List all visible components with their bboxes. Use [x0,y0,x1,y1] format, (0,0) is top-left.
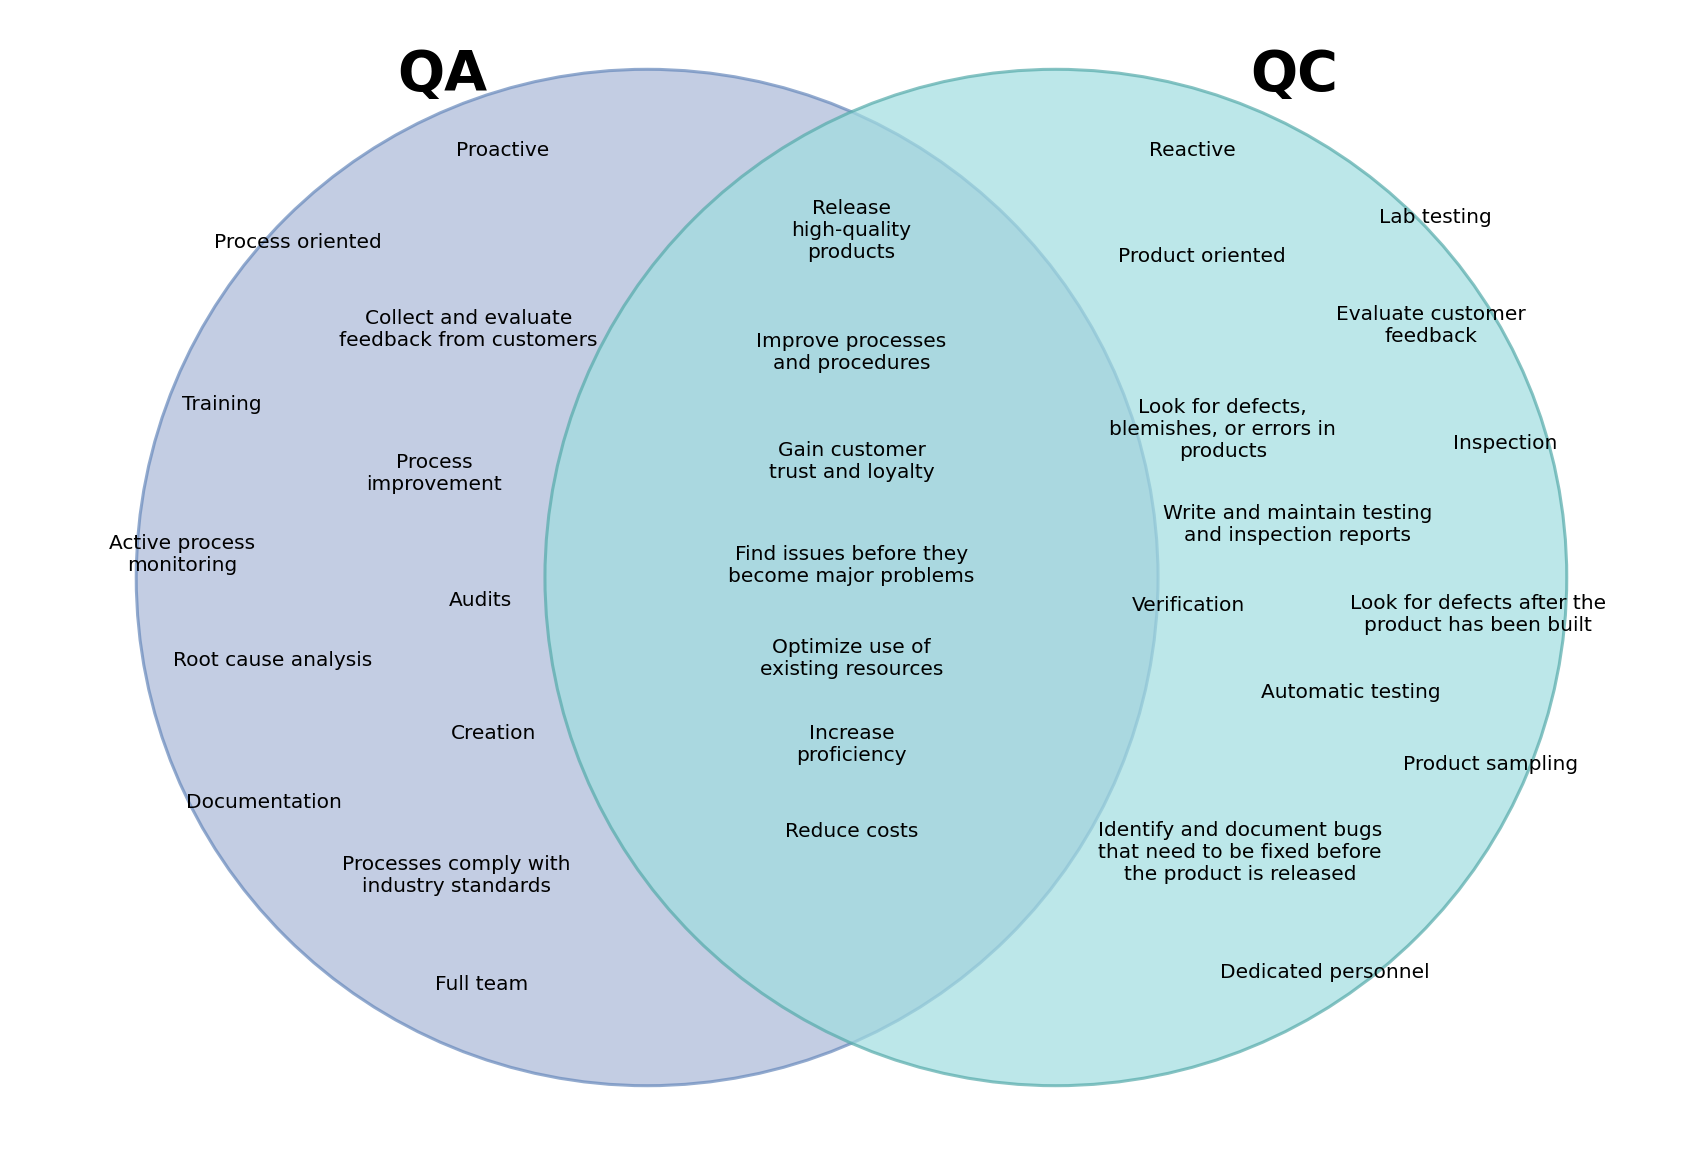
Text: Identify and document bugs
that need to be fixed before
the product is released: Identify and document bugs that need to … [1098,821,1381,884]
Text: Verification: Verification [1132,596,1245,614]
Text: Full team: Full team [436,975,528,993]
Text: Reduce costs: Reduce costs [785,822,918,841]
Text: Find issues before they
become major problems: Find issues before they become major pro… [729,545,974,587]
Text: Proactive: Proactive [456,141,548,159]
Text: Process oriented: Process oriented [215,233,381,252]
Text: Documentation: Documentation [186,793,342,812]
Text: Optimize use of
existing resources: Optimize use of existing resources [760,638,943,679]
Text: Processes comply with
industry standards: Processes comply with industry standards [342,855,571,896]
Text: Creation: Creation [451,724,536,743]
Text: Root cause analysis: Root cause analysis [174,651,371,670]
Text: Lab testing: Lab testing [1379,208,1492,226]
Text: Gain customer
trust and loyalty: Gain customer trust and loyalty [768,441,935,483]
Text: Training: Training [182,395,261,413]
Text: Audits: Audits [448,591,513,610]
Text: Product oriented: Product oriented [1119,247,1286,266]
Text: Process
improvement: Process improvement [366,453,502,494]
Text: QC: QC [1250,49,1339,102]
Text: Active process
monitoring: Active process monitoring [109,534,255,575]
Ellipse shape [136,69,1158,1086]
Text: Evaluate customer
feedback: Evaluate customer feedback [1335,305,1526,346]
Text: Automatic testing: Automatic testing [1260,684,1441,702]
Text: Look for defects after the
product has been built: Look for defects after the product has b… [1350,594,1606,635]
Text: Product sampling: Product sampling [1403,755,1577,774]
Text: Reactive: Reactive [1150,141,1235,159]
Text: Write and maintain testing
and inspection reports: Write and maintain testing and inspectio… [1163,504,1432,545]
Text: QA: QA [399,49,487,102]
Text: Dedicated personnel: Dedicated personnel [1219,963,1431,982]
Text: Improve processes
and procedures: Improve processes and procedures [756,331,947,373]
Text: Release
high-quality
products: Release high-quality products [792,200,911,262]
Text: Increase
proficiency: Increase proficiency [797,724,906,766]
Text: Collect and evaluate
feedback from customers: Collect and evaluate feedback from custo… [339,308,598,350]
Ellipse shape [545,69,1567,1086]
Text: Inspection: Inspection [1453,434,1558,453]
Text: Look for defects,
blemishes, or errors in
products: Look for defects, blemishes, or errors i… [1109,398,1337,461]
